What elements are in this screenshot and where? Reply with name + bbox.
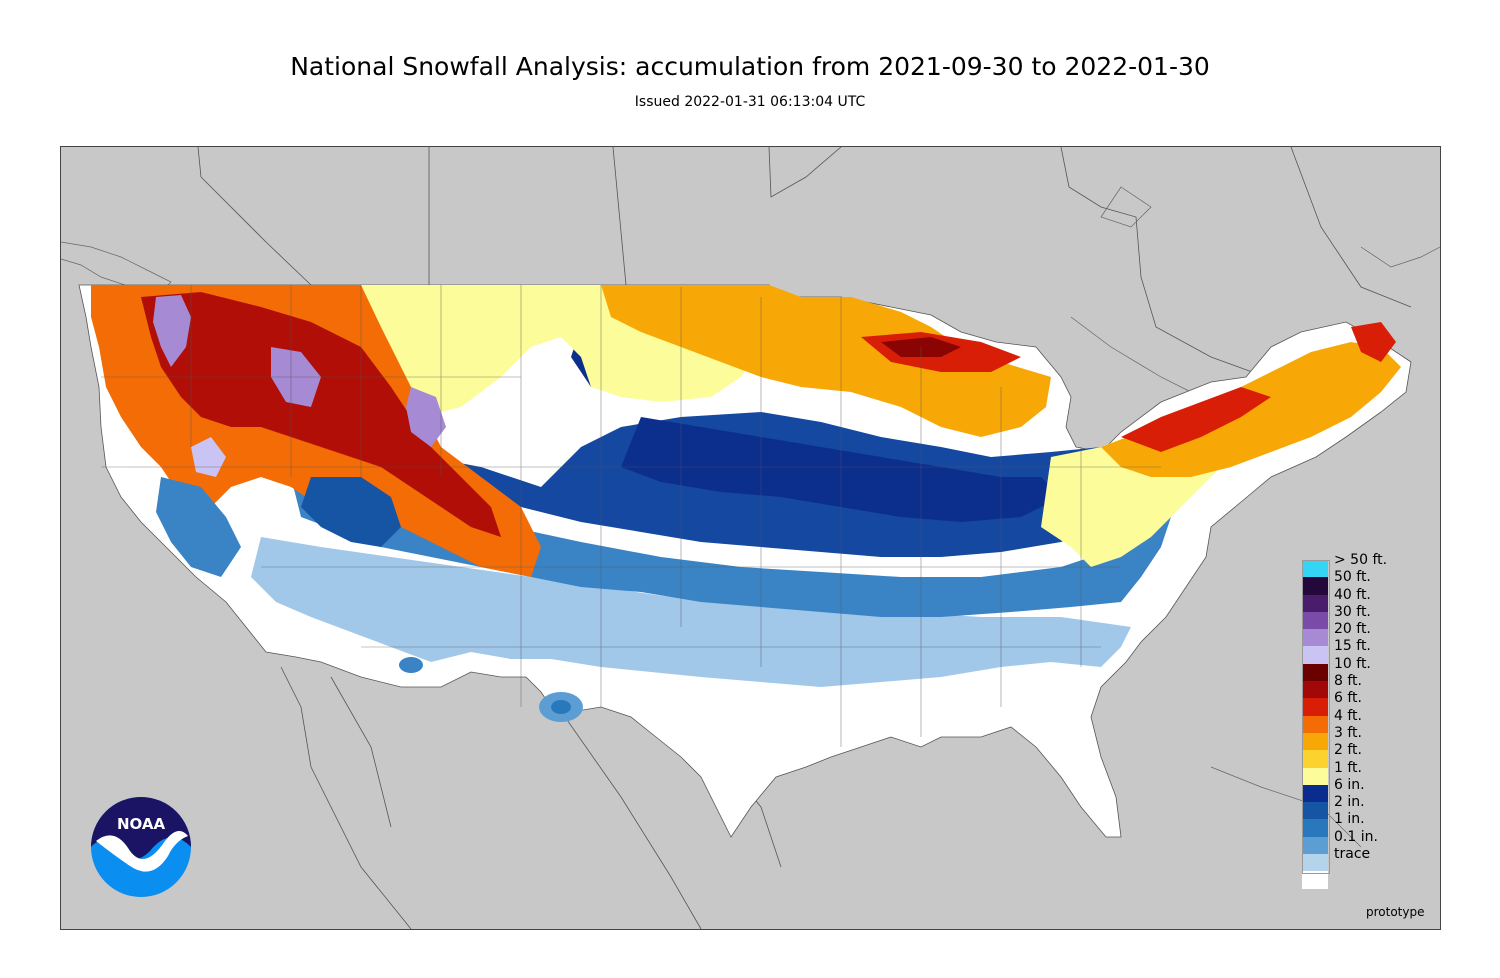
legend-swatch bbox=[1302, 594, 1328, 612]
legend-swatch bbox=[1302, 715, 1328, 733]
legend-swatch bbox=[1302, 646, 1328, 664]
legend-swatch bbox=[1302, 871, 1328, 889]
legend-row: 1 ft. bbox=[1302, 760, 1422, 785]
legend-row: 10 ft. bbox=[1302, 656, 1422, 682]
legend-label: 0.1 in. bbox=[1334, 828, 1378, 845]
legend-row: > 50 ft. bbox=[1302, 552, 1422, 578]
prototype-note: prototype bbox=[1366, 905, 1425, 919]
legend-label: > 50 ft. bbox=[1334, 552, 1388, 568]
snow-zone-sw-blue bbox=[301, 477, 401, 547]
issued-timestamp: Issued 2022-01-31 06:13:04 UTC bbox=[634, 94, 866, 110]
legend-label: 40 ft. bbox=[1334, 586, 1371, 603]
legend-label: trace bbox=[1334, 846, 1371, 863]
legend-row: 15 ft. bbox=[1302, 638, 1422, 664]
legend-swatch bbox=[1302, 819, 1328, 837]
legend-label: 30 ft. bbox=[1334, 603, 1371, 620]
legend-swatch bbox=[1302, 681, 1328, 699]
legend-label: 10 ft. bbox=[1334, 655, 1371, 672]
legend-row: 6 in. bbox=[1302, 777, 1422, 803]
legend-label: 2 ft. bbox=[1334, 742, 1362, 759]
legend-label: 2 in. bbox=[1334, 794, 1365, 811]
snow-zone-6ft-ne bbox=[1121, 387, 1271, 452]
noaa-logo-text: NOAA bbox=[117, 815, 166, 833]
legend-swatch bbox=[1302, 577, 1328, 595]
legend-label: 6 in. bbox=[1334, 776, 1365, 793]
legend-swatch bbox=[1302, 560, 1328, 578]
snow-zone-trace bbox=[251, 537, 1131, 687]
legend-row: 20 ft. bbox=[1302, 621, 1422, 647]
legend-label: 8 ft. bbox=[1334, 673, 1362, 690]
legend-row: 0.1 in. bbox=[1302, 829, 1422, 855]
legend-swatch bbox=[1302, 854, 1328, 872]
legend-swatch bbox=[1302, 750, 1328, 768]
legend-row: 8 ft. bbox=[1302, 673, 1422, 699]
legend-swatch bbox=[1302, 629, 1328, 647]
snow-zone-west-purple-3 bbox=[406, 387, 446, 447]
legend: > 50 ft. 50 ft. 40 ft. 30 ft. 20 ft. 15 ft. 10… bbox=[1302, 552, 1422, 889]
legend-label: 50 ft. bbox=[1334, 569, 1371, 586]
legend-row: 1 in. bbox=[1302, 811, 1422, 837]
legend-row: 3 ft. bbox=[1302, 725, 1422, 751]
legend-row: trace bbox=[1302, 846, 1422, 872]
legend-row: 2 in. bbox=[1302, 794, 1422, 820]
snow-zone-1in bbox=[291, 477, 1171, 617]
snow-zone-west-purple bbox=[153, 295, 191, 367]
legend-row bbox=[1302, 871, 1422, 889]
legend-row: 40 ft. bbox=[1302, 587, 1422, 612]
map-title: National Snowfall Analysis: accumulation… bbox=[290, 52, 1210, 81]
legend-row: 6 ft. bbox=[1302, 690, 1422, 716]
legend-swatch bbox=[1302, 836, 1328, 855]
snowfall-map bbox=[60, 146, 1441, 930]
legend-label: 15 ft. bbox=[1334, 638, 1371, 655]
snow-spot-tx-inner bbox=[551, 700, 571, 714]
country-borders bbox=[197, 147, 1412, 929]
legend-row: 4 ft. bbox=[1302, 708, 1422, 733]
snow-zone-2-4ft bbox=[601, 285, 1051, 437]
legend-label: 4 ft. bbox=[1334, 707, 1362, 724]
legend-row: 50 ft. bbox=[1302, 569, 1422, 595]
snow-spot-az bbox=[399, 657, 423, 673]
legend-swatch bbox=[1302, 663, 1328, 682]
legend-swatch bbox=[1302, 732, 1328, 751]
legend-swatch bbox=[1302, 784, 1328, 803]
legend-row: 30 ft. bbox=[1302, 604, 1422, 630]
legend-swatch bbox=[1302, 767, 1328, 785]
noaa-logo: NOAA bbox=[90, 796, 192, 898]
legend-swatch bbox=[1302, 802, 1328, 820]
legend-row: 2 ft. bbox=[1302, 742, 1422, 768]
snow-zone-sw-blue-2 bbox=[156, 477, 241, 577]
state-borders bbox=[101, 285, 1161, 747]
noaa-logo-icon: NOAA bbox=[91, 797, 191, 897]
legend-swatch bbox=[1302, 611, 1328, 630]
legend-label: 6 ft. bbox=[1334, 690, 1362, 707]
legend-label: 1 ft. bbox=[1334, 759, 1362, 776]
legend-swatch bbox=[1302, 698, 1328, 716]
legend-label: 3 ft. bbox=[1334, 724, 1362, 741]
legend-label: 1 in. bbox=[1334, 811, 1365, 828]
snow-zone-west-red bbox=[141, 292, 501, 537]
legend-label: 20 ft. bbox=[1334, 621, 1371, 638]
snow-zone-6ft-maine bbox=[1351, 322, 1396, 362]
